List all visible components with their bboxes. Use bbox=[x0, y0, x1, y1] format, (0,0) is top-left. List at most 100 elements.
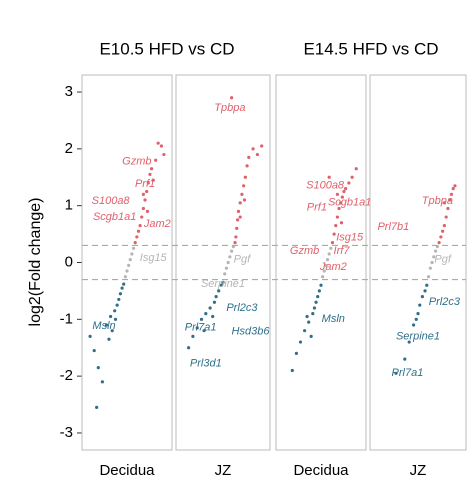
point bbox=[233, 241, 237, 245]
point bbox=[303, 329, 307, 333]
y-tick-label: 3 bbox=[65, 83, 73, 100]
gene-label: Scgb1a1 bbox=[328, 197, 371, 209]
point bbox=[136, 229, 141, 233]
point bbox=[109, 314, 113, 319]
gene-label: Prl2c3 bbox=[226, 302, 258, 314]
point bbox=[430, 260, 434, 265]
point bbox=[118, 292, 123, 296]
point bbox=[290, 368, 294, 373]
point bbox=[317, 289, 321, 293]
point bbox=[100, 380, 104, 384]
gene-label: Prl7b1 bbox=[377, 221, 409, 233]
point bbox=[214, 294, 218, 299]
point bbox=[187, 346, 191, 350]
point bbox=[420, 294, 424, 299]
gene-label: Irf7 bbox=[334, 245, 351, 257]
point bbox=[448, 198, 452, 202]
y-tick-label: -1 bbox=[60, 310, 73, 327]
point bbox=[236, 218, 240, 222]
group-title: E10.5 HFD vs CD bbox=[99, 39, 234, 58]
point bbox=[449, 192, 454, 196]
point bbox=[148, 172, 152, 177]
point bbox=[412, 323, 416, 327]
point bbox=[298, 340, 303, 344]
point bbox=[195, 326, 199, 330]
point bbox=[342, 189, 346, 194]
point bbox=[199, 317, 204, 321]
group-title: E14.5 HFD vs CD bbox=[303, 39, 438, 58]
point bbox=[145, 209, 150, 213]
point bbox=[354, 167, 358, 171]
point bbox=[150, 167, 154, 171]
point bbox=[441, 229, 445, 233]
point bbox=[314, 300, 318, 304]
point bbox=[125, 269, 129, 273]
point bbox=[316, 294, 320, 299]
point bbox=[242, 184, 246, 188]
point bbox=[217, 289, 221, 293]
gene-label: Serpine1 bbox=[396, 330, 440, 342]
point bbox=[446, 206, 450, 211]
point bbox=[245, 164, 249, 168]
panel-frame bbox=[81, 74, 173, 451]
gene-label: Isg15 bbox=[336, 231, 364, 243]
point bbox=[347, 181, 351, 185]
point bbox=[426, 275, 431, 279]
point bbox=[324, 263, 328, 267]
gene-label: Scgb1a1 bbox=[93, 211, 136, 223]
point bbox=[403, 357, 407, 361]
point bbox=[416, 312, 420, 316]
point bbox=[340, 195, 344, 199]
x-tick-label: Decidua bbox=[99, 462, 155, 479]
point bbox=[236, 209, 241, 213]
point bbox=[230, 249, 234, 253]
point bbox=[234, 235, 238, 239]
point bbox=[133, 241, 137, 245]
y-tick-label: -2 bbox=[60, 367, 73, 384]
point bbox=[260, 144, 264, 148]
point bbox=[312, 306, 317, 310]
point bbox=[330, 241, 335, 245]
point bbox=[335, 192, 339, 196]
point bbox=[123, 275, 127, 279]
point bbox=[255, 152, 259, 157]
point bbox=[425, 283, 429, 287]
point bbox=[309, 334, 313, 338]
point bbox=[117, 297, 121, 302]
point bbox=[434, 249, 438, 253]
point bbox=[113, 317, 118, 321]
gene-label: Gzmb bbox=[122, 155, 151, 167]
point bbox=[444, 215, 448, 219]
gene-label: Pgf bbox=[234, 254, 251, 266]
point bbox=[294, 351, 298, 356]
point bbox=[96, 366, 100, 370]
point bbox=[95, 405, 99, 409]
point bbox=[223, 272, 227, 276]
point bbox=[230, 96, 234, 100]
point bbox=[113, 309, 117, 313]
point bbox=[131, 246, 136, 250]
point bbox=[127, 263, 131, 267]
point bbox=[141, 192, 145, 196]
gene-label: Prl7a1 bbox=[185, 322, 217, 334]
point bbox=[92, 348, 96, 353]
point bbox=[202, 329, 206, 333]
point bbox=[311, 312, 315, 316]
point bbox=[428, 266, 432, 270]
point bbox=[305, 314, 309, 319]
point bbox=[115, 303, 119, 307]
gene-label: Serpine1 bbox=[201, 278, 245, 290]
point bbox=[156, 141, 160, 145]
point bbox=[143, 198, 147, 202]
gene-label: Tpbpa bbox=[422, 195, 453, 207]
point bbox=[141, 206, 145, 211]
point bbox=[138, 223, 142, 228]
y-tick-label: 2 bbox=[65, 140, 73, 157]
point bbox=[154, 158, 158, 162]
gene-label: Jam2 bbox=[143, 218, 171, 230]
point bbox=[146, 181, 150, 185]
point bbox=[235, 226, 239, 231]
gene-label: S100a8 bbox=[306, 180, 345, 192]
point bbox=[130, 252, 134, 256]
